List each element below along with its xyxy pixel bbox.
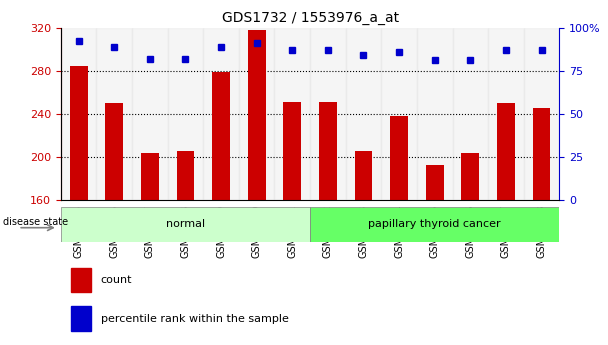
Bar — [274, 28, 310, 200]
Bar — [390, 116, 408, 200]
Bar — [61, 28, 97, 200]
Bar — [533, 108, 550, 200]
Text: normal: normal — [166, 219, 205, 229]
Bar — [71, 268, 91, 292]
Bar — [381, 28, 417, 200]
Bar — [239, 28, 274, 200]
Bar — [488, 28, 523, 200]
Bar — [70, 66, 88, 200]
Bar — [426, 165, 444, 200]
Bar — [105, 103, 123, 200]
Bar — [523, 28, 559, 200]
Bar — [212, 72, 230, 200]
Bar — [346, 28, 381, 200]
Bar — [71, 306, 91, 331]
Bar — [132, 28, 168, 200]
Text: papillary thyroid cancer: papillary thyroid cancer — [368, 219, 501, 229]
Bar — [97, 28, 132, 200]
Bar — [168, 28, 203, 200]
Bar — [354, 150, 372, 200]
Bar — [141, 152, 159, 200]
Title: GDS1732 / 1553976_a_at: GDS1732 / 1553976_a_at — [221, 11, 399, 25]
FancyBboxPatch shape — [310, 207, 559, 242]
Bar — [461, 152, 479, 200]
Text: percentile rank within the sample: percentile rank within the sample — [101, 314, 289, 324]
Bar — [283, 102, 301, 200]
Text: disease state: disease state — [3, 217, 68, 227]
Bar — [247, 30, 266, 200]
Bar — [176, 150, 195, 200]
FancyBboxPatch shape — [61, 207, 310, 242]
Bar — [319, 102, 337, 200]
Bar — [497, 103, 515, 200]
Text: count: count — [101, 275, 132, 285]
Bar — [452, 28, 488, 200]
Bar — [310, 28, 346, 200]
Bar — [417, 28, 452, 200]
Bar — [203, 28, 239, 200]
